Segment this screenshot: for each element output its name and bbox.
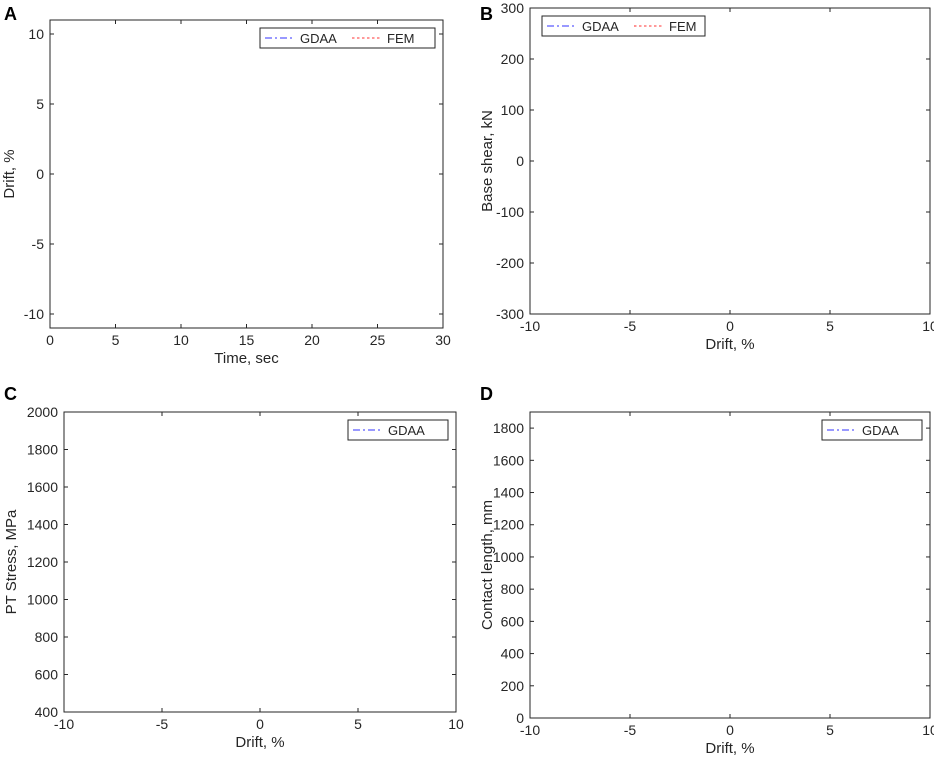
x-tick-label: 5	[112, 332, 120, 348]
y-tick-label: 1600	[27, 479, 58, 495]
x-tick-label: 5	[826, 722, 834, 738]
panel-letter: C	[4, 384, 17, 404]
y-tick-label: 600	[501, 613, 525, 629]
y-tick-label: 1600	[493, 452, 524, 468]
y-tick-label: 200	[501, 51, 525, 67]
x-tick-label: 10	[173, 332, 189, 348]
y-tick-label: -200	[496, 255, 524, 271]
y-tick-label: 200	[501, 678, 525, 694]
legend-label-fem: FEM	[669, 19, 696, 34]
y-tick-label: -100	[496, 204, 524, 220]
x-tick-label: -5	[156, 716, 169, 732]
panel-letter: B	[480, 4, 493, 24]
x-tick-label: 5	[354, 716, 362, 732]
y-tick-label: 400	[35, 704, 59, 720]
y-tick-label: 1400	[27, 517, 58, 533]
legend-label-fem: FEM	[387, 31, 414, 46]
axes-frame	[49, 19, 444, 329]
x-tick-label: 10	[448, 716, 464, 732]
y-tick-label: 0	[516, 153, 524, 169]
y-axis-label: Drift, %	[1, 149, 18, 198]
panel-d: -10 -5 0 5 10 0 200 400 600 800 1000 1200 1400 1600 18…	[479, 384, 934, 757]
x-tick-label: 0	[46, 332, 54, 348]
x-tick-label: 10	[922, 318, 934, 334]
y-tick-label: 1200	[493, 517, 524, 533]
y-tick-label: 1400	[493, 485, 524, 501]
legend-label-gdaa: GDAA	[388, 423, 425, 438]
x-tick-label: 0	[726, 318, 734, 334]
legend: GDAA FEM	[541, 15, 706, 37]
x-tick-label: 25	[370, 332, 386, 348]
axes-frame	[63, 411, 457, 713]
x-tick-label: 10	[922, 722, 934, 738]
legend-label-gdaa: GDAA	[582, 19, 619, 34]
y-tick-label: 400	[501, 646, 525, 662]
axes-frame	[529, 411, 931, 719]
x-tick-label: -10	[54, 716, 74, 732]
y-tick-label: -10	[24, 306, 44, 322]
legend-box	[541, 15, 706, 37]
y-tick-label: 300	[501, 0, 525, 16]
panel-a: 0 5 10 15 20 25 30 -10 -5 0 5 10 Time, sec Drift, % A G…	[1, 4, 451, 367]
legend-box	[821, 419, 923, 441]
x-tick-label: 0	[726, 722, 734, 738]
y-tick-label: 1200	[27, 554, 58, 570]
x-tick-label: -5	[624, 318, 637, 334]
legend-label-gdaa: GDAA	[862, 423, 899, 438]
x-axis-label: Time, sec	[214, 350, 279, 367]
y-axis-label: PT Stress, MPa	[3, 509, 20, 614]
x-tick-label: -10	[520, 722, 540, 738]
y-tick-label: 2000	[27, 404, 58, 420]
x-tick-label: 15	[239, 332, 255, 348]
x-tick-label: 20	[304, 332, 320, 348]
y-tick-label: -5	[32, 236, 45, 252]
x-tick-label: -10	[520, 318, 540, 334]
y-tick-label: 1000	[493, 549, 524, 565]
y-tick-label: 800	[35, 629, 59, 645]
panel-letter: A	[4, 4, 17, 24]
y-tick-label: 0	[36, 166, 44, 182]
legend: GDAA	[821, 419, 923, 441]
x-tick-label: 5	[826, 318, 834, 334]
y-tick-label: 5	[36, 96, 44, 112]
y-tick-label: 100	[501, 102, 525, 118]
y-tick-label: 600	[35, 667, 59, 683]
y-tick-label: 800	[501, 581, 525, 597]
x-axis-label: Drift, %	[235, 734, 284, 751]
legend-label-gdaa: GDAA	[300, 31, 337, 46]
x-axis-label: Drift, %	[705, 740, 754, 757]
y-tick-label: 1800	[493, 420, 524, 436]
y-tick-label: 1000	[27, 592, 58, 608]
y-tick-label: 10	[28, 26, 44, 42]
legend-box	[347, 419, 449, 441]
axes-frame	[529, 7, 931, 315]
y-tick-label: 0	[516, 710, 524, 726]
y-axis-label: Contact length, mm	[479, 500, 496, 630]
legend: GDAA	[347, 419, 449, 441]
legend-box	[259, 27, 436, 49]
y-tick-label: -300	[496, 306, 524, 322]
panel-c: -10 -5 0 5 10 400 600 800 1000 1200 1400 1600 1800 20…	[3, 384, 464, 751]
panel-b: -10 -5 0 5 10 -300 -200 -100 0 100 200 300 Drift, % B…	[479, 0, 934, 353]
y-tick-label: 1800	[27, 442, 58, 458]
x-tick-label: -5	[624, 722, 637, 738]
x-tick-label: 0	[256, 716, 264, 732]
legend: GDAA FEM	[259, 27, 436, 49]
panel-letter: D	[480, 384, 493, 404]
x-axis-label: Drift, %	[705, 336, 754, 353]
y-axis-label: Base shear, kN	[479, 110, 496, 212]
x-tick-label: 30	[435, 332, 451, 348]
